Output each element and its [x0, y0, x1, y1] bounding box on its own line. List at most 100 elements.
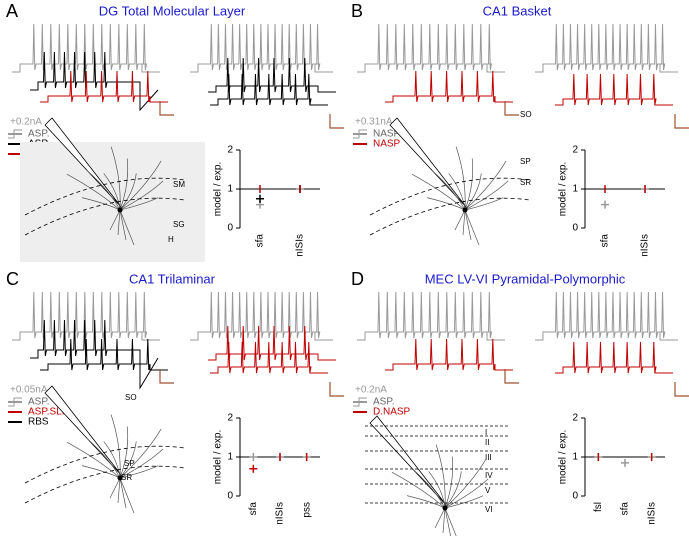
legend-label: ASP. — [373, 397, 395, 408]
layer-label: II — [485, 438, 489, 447]
voltage-trace — [190, 23, 333, 73]
scale-bar — [329, 114, 344, 129]
x-tick-label: nISIs — [295, 234, 306, 257]
y-tick-label: 1 — [227, 452, 233, 463]
y-tick-label: 2 — [572, 413, 578, 424]
scale-bar — [674, 382, 689, 397]
panel-letter: C — [6, 269, 19, 289]
ratio-marker — [256, 194, 264, 203]
x-tick-label: nISIs — [646, 502, 657, 525]
voltage-trace — [12, 23, 160, 73]
scale-bar — [329, 382, 344, 397]
x-tick-label: pss — [301, 502, 312, 518]
y-axis-label: model / exp. — [213, 162, 224, 216]
voltage-trace — [40, 70, 168, 103]
voltage-trace — [535, 23, 678, 73]
neuron-morphology — [391, 444, 489, 536]
neuron-morphology — [66, 146, 164, 246]
x-tick-label: sfa — [620, 502, 631, 516]
layer-label: SP — [124, 459, 135, 468]
scale-bar — [159, 369, 174, 384]
layer-boundary — [24, 465, 186, 504]
layer-label: SM — [173, 180, 185, 189]
layer-boundary — [24, 197, 186, 236]
y-axis-label: model / exp. — [558, 162, 569, 216]
voltage-trace — [210, 341, 328, 374]
legend-label: ASP. — [28, 129, 50, 140]
layer-label: V — [485, 486, 491, 495]
stimulus-label: +0.05nA — [10, 385, 48, 396]
layer-label: H — [168, 235, 174, 244]
voltage-trace — [535, 291, 678, 341]
voltage-trace — [385, 70, 513, 103]
soma — [117, 475, 123, 481]
panel-letter: B — [351, 1, 363, 21]
electrode — [44, 385, 123, 477]
y-tick-label: 0 — [572, 223, 578, 234]
layer-label: SP — [520, 157, 531, 166]
ratio-marker — [621, 458, 629, 467]
scale-bar — [674, 114, 689, 129]
legend-label: NASP — [373, 129, 401, 140]
x-tick-label: nISIs — [275, 502, 286, 525]
layer-label: SR — [520, 178, 531, 187]
voltage-trace — [30, 51, 159, 112]
panel: B CA1 Basket+0.31nANASPNASPSOSPSR012model… — [351, 1, 689, 257]
scale-bar — [159, 101, 174, 116]
layer-boundary — [369, 177, 531, 216]
x-tick-label: sfa — [600, 234, 611, 248]
panel-title: DG Total Molecular Layer — [99, 3, 246, 18]
x-tick-label: fsl — [593, 502, 604, 512]
voltage-trace — [210, 73, 328, 106]
panel: ADG Total Molecular Layer+0.2nAASP.ASP.A… — [6, 1, 344, 262]
layer-label: SR — [121, 473, 132, 482]
layer-label: III — [485, 453, 492, 462]
stimulus-label: +0.2nA — [10, 117, 42, 128]
voltage-trace — [555, 341, 673, 374]
panel-title: MEC LV-VI Pyramidal-Polymorphic — [425, 271, 626, 286]
soma — [462, 207, 468, 213]
layer-label: I — [485, 428, 487, 437]
y-tick-label: 0 — [227, 491, 233, 502]
panel-title: CA1 Trilaminar — [129, 271, 216, 286]
scale-bar — [504, 369, 519, 384]
layer-label: VI — [485, 505, 493, 514]
layer-boundary — [24, 177, 186, 216]
legend-label: ASP. — [28, 397, 50, 408]
ratio-marker — [249, 453, 258, 461]
y-tick-label: 2 — [227, 413, 233, 424]
neuron-morphology — [66, 414, 164, 514]
y-axis-label: model / exp. — [213, 430, 224, 484]
voltage-trace — [190, 291, 333, 341]
x-tick-label: sfa — [248, 502, 259, 516]
layer-label: SG — [173, 220, 185, 229]
y-tick-label: 1 — [572, 184, 578, 195]
y-tick-label: 1 — [227, 184, 233, 195]
panel-letter: A — [6, 1, 18, 21]
soma — [442, 505, 448, 511]
panel: D MEC LV-VI Pyramidal-Polymorphic +0.2nAAS… — [351, 269, 689, 536]
layer-label: SO — [125, 393, 137, 402]
legend-label: NASP — [373, 139, 401, 150]
y-tick-label: 2 — [227, 145, 233, 156]
neuron-morphology — [411, 146, 509, 246]
layer-label: SO — [520, 110, 532, 119]
y-tick-label: 1 — [572, 452, 578, 463]
x-tick-label: nISIs — [640, 234, 651, 257]
scale-bar — [504, 101, 519, 116]
legend-label: RBS — [28, 417, 49, 428]
stimulus-label: +0.2nA — [355, 385, 387, 396]
layer-boundary — [24, 445, 186, 484]
legend-label: ASP.SLN — [28, 407, 69, 418]
voltage-trace — [555, 73, 673, 106]
electrode — [369, 415, 448, 507]
ratio-marker — [601, 200, 609, 209]
y-tick-label: 0 — [572, 491, 578, 502]
voltage-trace — [357, 23, 505, 73]
voltage-trace — [385, 338, 513, 371]
layer-label: IV — [485, 471, 493, 480]
voltage-trace — [40, 338, 168, 371]
electrode — [389, 117, 468, 209]
